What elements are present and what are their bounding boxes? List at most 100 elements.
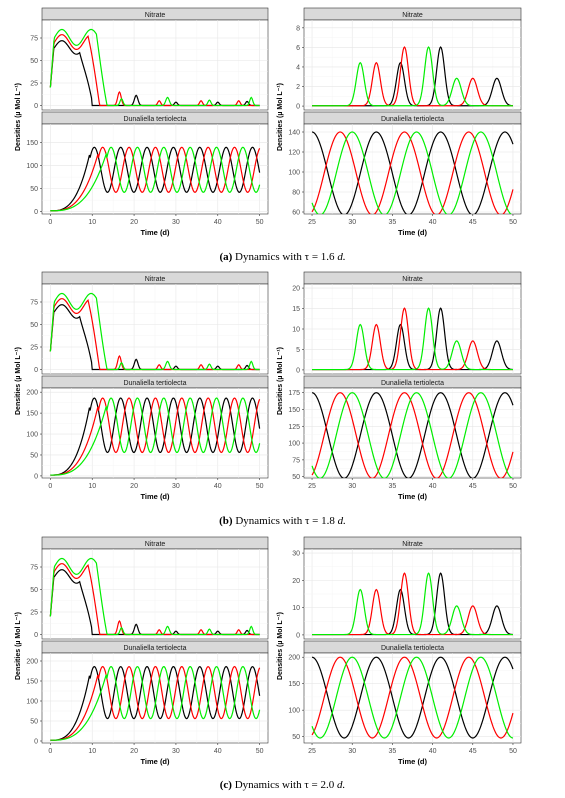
subplot-dunaliella-left: Dunaliella tertiolecta 0 50 100 150 0 10 20 30 40… — [26, 111, 269, 237]
y-tick-label: 175 — [288, 390, 300, 397]
x-axis-label: Time (d) — [398, 228, 428, 237]
y-axis-label: Densities (µ Mol L⁻¹) — [15, 83, 22, 151]
y-tick-label: 0 — [34, 367, 38, 374]
facet-title: Nitrate — [145, 276, 166, 283]
series-line — [49, 557, 260, 636]
facet-title: Nitrate — [402, 12, 423, 19]
x-tick-label: 30 — [348, 748, 356, 755]
facet-title: Dunaliella tertiolecta — [123, 116, 186, 123]
caption-a: (a) Dynamics with τ = 1.6 d. — [0, 251, 565, 263]
y-tick-label: 10 — [292, 605, 300, 612]
x-tick-label: 45 — [469, 219, 477, 226]
y-tick-label: 0 — [296, 367, 300, 374]
series-group — [311, 131, 514, 214]
series-line — [50, 146, 261, 212]
y-tick-label: 100 — [26, 163, 38, 170]
series-line — [311, 392, 514, 478]
y-tick-label: 150 — [288, 407, 300, 414]
y-tick-label: 50 — [30, 186, 38, 193]
subplot-nitrate-left: Nitrate 0 25 50 75 Densities (µ Mol L⁻¹) — [15, 7, 269, 151]
caption-label: (a) — [219, 251, 233, 263]
x-tick-label: 30 — [348, 483, 356, 490]
series-line — [311, 392, 514, 478]
y-axis-label: Densities (µ Mol L⁻¹) — [15, 347, 22, 415]
y-tick-label: 150 — [26, 140, 38, 147]
x-tick-label: 30 — [172, 219, 180, 226]
y-tick-label: 140 — [288, 130, 300, 137]
y-tick-label: 8 — [296, 25, 300, 32]
x-tick-label: 50 — [256, 483, 264, 490]
y-tick-label: 150 — [26, 679, 38, 686]
y-tick-label: 0 — [34, 209, 38, 216]
x-tick-label: 40 — [214, 748, 222, 755]
x-tick-label: 40 — [214, 483, 222, 490]
y-tick-label: 4 — [296, 64, 300, 71]
facet-title: Dunaliella tertiolecta — [123, 645, 186, 652]
y-tick-label: 50 — [30, 58, 38, 65]
x-tick-label: 35 — [389, 748, 397, 755]
series-group — [312, 307, 513, 371]
subplot-nitrate-right: Nitrate 0 10 20 30 Densities (µ Mol L⁻¹) — [277, 536, 522, 680]
facet-title: Dunaliella tertiolecta — [381, 380, 444, 387]
x-tick-label: 45 — [469, 483, 477, 490]
subplot-nitrate-left: Nitrate 0 25 50 75 Densities (µ Mol L⁻¹) — [15, 536, 269, 680]
caption-label: (b) — [219, 515, 233, 527]
x-tick-label: 35 — [389, 219, 397, 226]
x-tick-label: 50 — [509, 219, 517, 226]
series-group — [49, 28, 260, 107]
series-group — [49, 292, 260, 371]
series-line — [311, 131, 514, 214]
series-line — [50, 397, 261, 476]
x-tick-label: 20 — [130, 219, 138, 226]
x-tick-label: 50 — [509, 748, 517, 755]
y-tick-label: 0 — [296, 104, 300, 111]
x-tick-label: 50 — [256, 219, 264, 226]
y-tick-label: 50 — [30, 452, 38, 459]
caption-b: (b) Dynamics with τ = 1.8 d. — [0, 515, 565, 527]
y-tick-label: 200 — [26, 390, 38, 397]
series-line — [311, 392, 514, 478]
x-tick-label: 0 — [48, 219, 52, 226]
series-group — [49, 557, 260, 636]
x-tick-label: 10 — [88, 748, 96, 755]
series-line — [50, 397, 261, 476]
series-group — [312, 46, 513, 107]
series-line — [312, 307, 513, 371]
x-tick-label: 30 — [172, 748, 180, 755]
facet-title: Nitrate — [402, 276, 423, 283]
y-tick-label: 80 — [292, 190, 300, 197]
y-tick-label: 100 — [26, 699, 38, 706]
x-tick-label: 10 — [88, 219, 96, 226]
y-tick-label: 2 — [296, 84, 300, 91]
y-tick-label: 20 — [292, 286, 300, 293]
y-tick-label: 100 — [26, 432, 38, 439]
y-axis-label: Densities (µ Mol L⁻¹) — [277, 83, 284, 151]
subplot-dunaliella-left: Dunaliella tertiolecta 0 50 100 150 200 0 10 20 3… — [26, 640, 269, 766]
y-tick-label: 0 — [34, 739, 38, 746]
facet-title: Nitrate — [402, 541, 423, 548]
subplot-dunaliella-right: Dunaliella tertiolecta 50 75 100 125 150 175 25… — [288, 375, 522, 501]
y-tick-label: 75 — [30, 300, 38, 307]
series-line — [312, 46, 513, 107]
y-tick-label: 0 — [34, 632, 38, 639]
series-line — [50, 665, 261, 741]
y-axis-label: Densities (µ Mol L⁻¹) — [277, 347, 284, 415]
series-line — [50, 665, 261, 741]
x-axis-label: Time (d) — [398, 492, 428, 501]
facet-title: Dunaliella tertiolecta — [123, 380, 186, 387]
y-tick-label: 10 — [292, 327, 300, 334]
y-tick-label: 0 — [296, 632, 300, 639]
y-tick-label: 25 — [30, 345, 38, 352]
y-tick-label: 0 — [34, 103, 38, 110]
x-tick-label: 45 — [469, 748, 477, 755]
series-group — [311, 656, 514, 739]
x-tick-label: 25 — [308, 748, 316, 755]
y-tick-label: 100 — [288, 441, 300, 448]
caption-label: (c) — [219, 779, 232, 791]
series-line — [50, 146, 261, 212]
x-tick-label: 40 — [429, 748, 437, 755]
y-tick-label: 200 — [288, 655, 300, 662]
caption-unit: d. — [334, 515, 346, 527]
